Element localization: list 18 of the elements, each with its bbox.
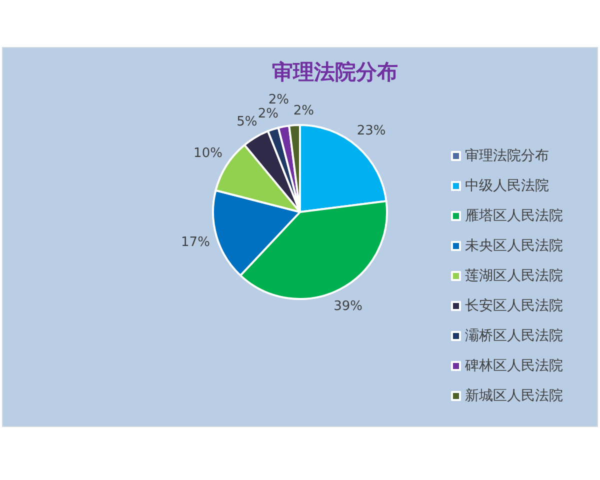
legend-label: 中级人民法院 <box>465 178 549 194</box>
legend-label: 审理法院分布 <box>465 148 549 164</box>
chart-title: 审理法院分布 <box>272 59 398 84</box>
data-label: 2% <box>268 92 289 108</box>
data-label: 5% <box>236 114 258 130</box>
data-label: 2% <box>258 106 279 122</box>
data-label: 23% <box>356 124 386 139</box>
data-label: 17% <box>181 234 210 250</box>
legend-label: 雁塔区人民法院 <box>465 208 563 224</box>
legend-label: 灞桥区人民法院 <box>465 328 563 344</box>
data-label: 2% <box>293 103 314 118</box>
legend-label: 新城区人民法院 <box>465 388 563 404</box>
legend-label: 碑林区人民法院 <box>464 358 563 374</box>
data-label: 39% <box>334 298 362 314</box>
legend-label: 未央区人民法院 <box>465 238 563 254</box>
legend-label: 长安区人民法院 <box>465 298 563 314</box>
data-label: 10% <box>194 146 222 162</box>
legend-label: 莲湖区人民法院 <box>465 268 563 284</box>
